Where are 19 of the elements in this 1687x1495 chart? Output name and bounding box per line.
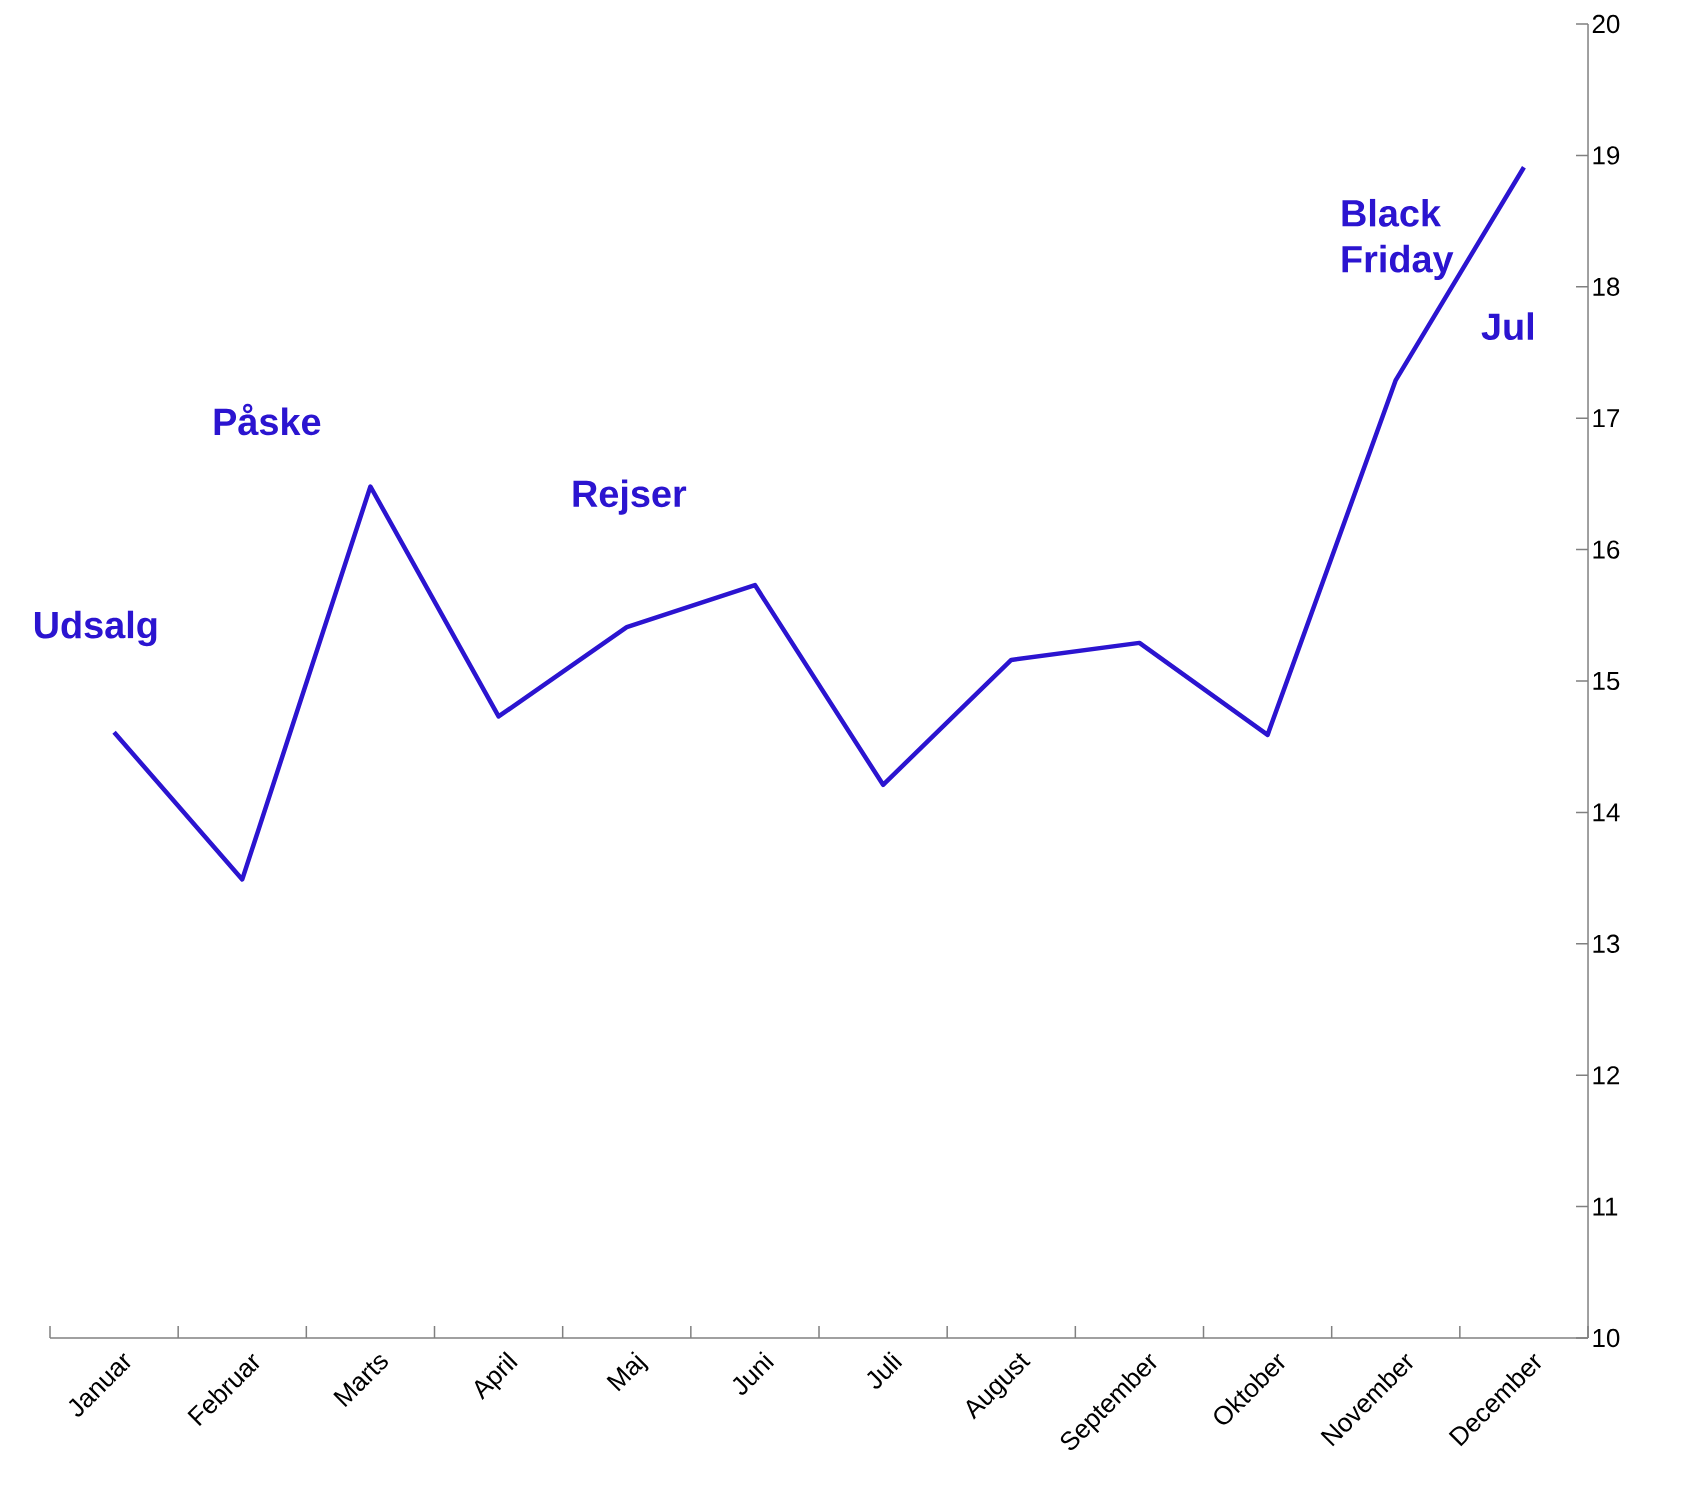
annotation: Black Friday	[1342, 198, 1454, 281]
y-tick-label: 17	[1593, 409, 1620, 428]
y-tick-label: 18	[1593, 277, 1620, 296]
annotation: Rejser	[573, 479, 687, 515]
x-tick-label: Juli	[867, 1351, 903, 1389]
y-tick-label: 19	[1593, 146, 1620, 165]
y-tick-label: 12	[1593, 1066, 1620, 1085]
annotation: Jul	[1481, 312, 1533, 341]
y-tick-label: 14	[1593, 803, 1620, 822]
annotation: Udsalg	[34, 610, 157, 647]
y-tick-label: 13	[1593, 934, 1620, 953]
y-tick-label: 15	[1593, 671, 1620, 691]
y-tick-label: 16	[1593, 540, 1620, 559]
y-tick-label: 11	[1593, 1197, 1618, 1216]
y-tick-label: 10	[1593, 1328, 1620, 1348]
y-tick-label: 20	[1592, 14, 1620, 34]
x-tick-label: Maj	[606, 1351, 649, 1392]
x-tick-label: Juni	[732, 1351, 775, 1395]
annotation: Påske	[214, 403, 321, 436]
